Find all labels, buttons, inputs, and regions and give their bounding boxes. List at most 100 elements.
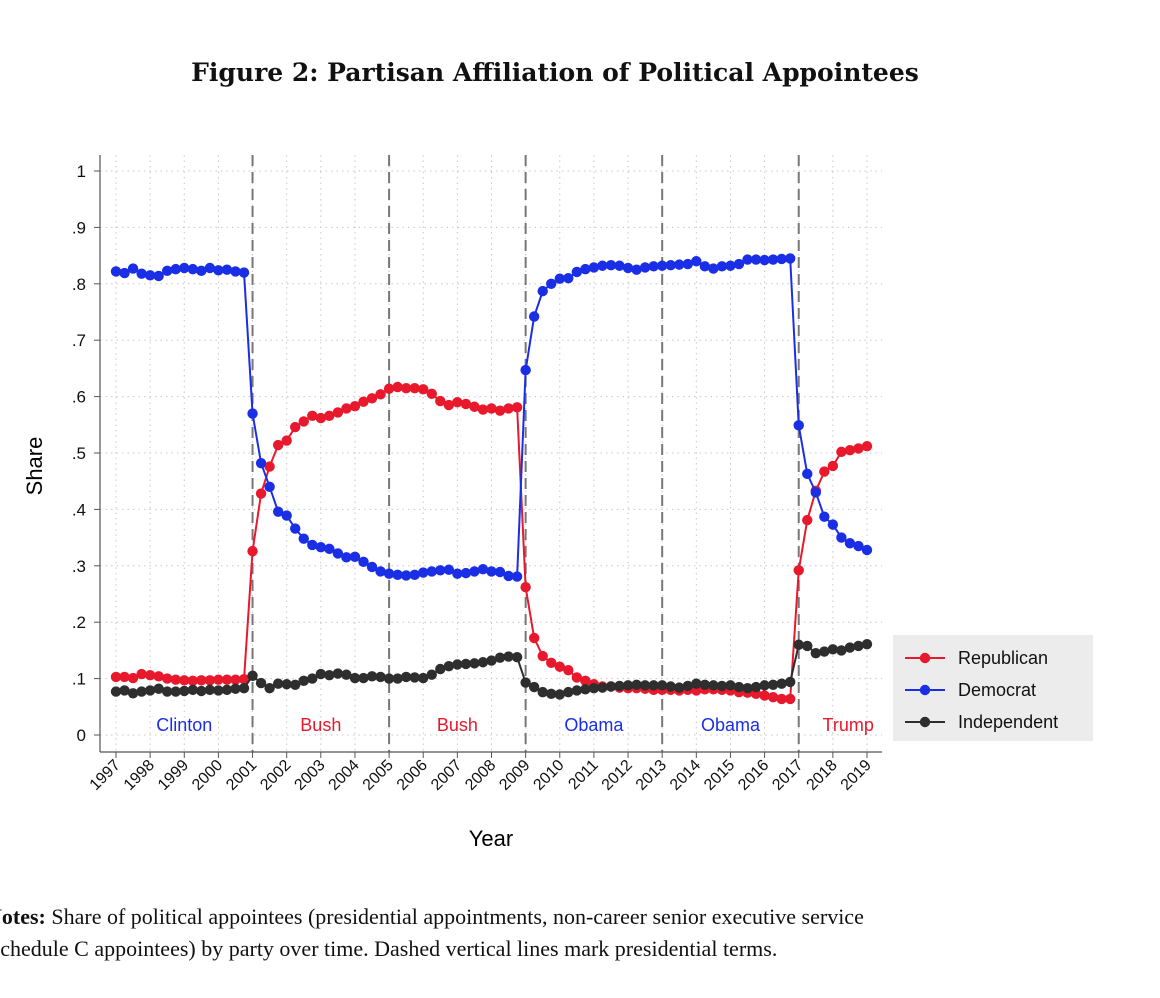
data-point-democrat xyxy=(691,256,702,267)
data-point-democrat xyxy=(699,261,711,272)
y-tick-label: .6 xyxy=(72,388,86,407)
data-point-independent xyxy=(511,651,523,663)
data-point-republican xyxy=(196,675,207,686)
data-point-democrat xyxy=(622,262,634,274)
data-point-democrat xyxy=(213,265,224,276)
data-point-republican xyxy=(110,671,122,683)
data-point-independent xyxy=(452,659,463,670)
data-point-independent xyxy=(716,680,728,692)
data-point-independent xyxy=(281,679,292,690)
data-point-democrat xyxy=(827,519,839,530)
data-point-independent xyxy=(324,670,335,681)
data-point-republican xyxy=(179,675,190,686)
data-point-independent xyxy=(349,672,361,684)
legend-marker-independent xyxy=(919,716,931,728)
data-point-democrat xyxy=(162,265,173,277)
data-point-democrat xyxy=(605,259,617,271)
data-point-democrat xyxy=(844,538,856,549)
data-point-democrat xyxy=(767,254,779,265)
data-point-republican xyxy=(784,693,796,705)
data-point-republican xyxy=(213,674,224,685)
data-point-democrat xyxy=(136,268,147,279)
data-point-independent xyxy=(546,688,557,700)
data-point-independent xyxy=(426,669,437,680)
term-label: Clinton xyxy=(156,715,212,735)
data-point-independent xyxy=(571,685,583,696)
data-point-democrat xyxy=(494,566,506,578)
y-tick-label: 1 xyxy=(77,162,86,181)
data-point-democrat xyxy=(170,263,181,275)
y-tick-label: .4 xyxy=(72,500,86,519)
data-point-independent xyxy=(776,678,787,689)
data-point-independent xyxy=(733,681,745,693)
data-point-republican xyxy=(144,670,156,681)
data-point-independent xyxy=(784,676,796,688)
data-point-democrat xyxy=(221,264,233,275)
data-point-independent xyxy=(366,671,378,682)
data-point-democrat xyxy=(511,571,523,582)
data-point-democrat xyxy=(179,262,190,274)
data-point-democrat xyxy=(682,258,693,270)
data-point-democrat xyxy=(358,556,369,568)
data-point-democrat xyxy=(759,254,770,266)
data-point-republican xyxy=(853,443,864,454)
data-point-democrat xyxy=(861,544,873,556)
data-point-republican xyxy=(836,446,847,458)
data-point-republican xyxy=(204,675,216,686)
term-label: Trump xyxy=(823,715,874,735)
x-tick-label: 1999 xyxy=(155,757,192,794)
data-point-democrat xyxy=(563,272,574,284)
data-point-independent xyxy=(400,671,412,683)
data-point-independent xyxy=(656,680,668,691)
x-tick-label: 2016 xyxy=(735,757,772,794)
legend: Republican Democrat Independent xyxy=(893,635,1093,741)
data-point-republican xyxy=(511,402,523,413)
y-tick-label: .1 xyxy=(72,670,86,689)
data-point-independent xyxy=(563,686,574,698)
data-point-independent xyxy=(255,677,267,689)
data-point-democrat xyxy=(776,253,787,265)
x-tick-label: 2003 xyxy=(291,757,328,794)
data-point-independent xyxy=(179,685,190,697)
term-lines: Clinton Bush Bush Obama Obama Trump xyxy=(156,155,874,752)
data-point-democrat xyxy=(290,523,301,534)
data-point-democrat xyxy=(281,510,292,521)
x-tick-label: 2007 xyxy=(428,757,465,794)
data-point-democrat xyxy=(392,569,403,581)
y-tick-label: 0 xyxy=(77,726,86,745)
chart-title: Figure 2: Partisan Affiliation of Politi… xyxy=(191,58,919,87)
x-tick-label: 2005 xyxy=(360,757,397,794)
x-axis-label: Year xyxy=(469,826,513,851)
data-point-republican xyxy=(452,397,463,408)
data-point-democrat xyxy=(571,266,583,278)
data-point-republican xyxy=(546,657,557,669)
series-independent xyxy=(110,638,873,700)
data-point-independent xyxy=(298,675,309,687)
data-point-independent xyxy=(119,685,130,696)
data-point-independent xyxy=(580,684,591,695)
legend-marker-democrat xyxy=(919,684,931,696)
data-point-republican xyxy=(409,382,420,394)
data-point-democrat xyxy=(819,511,830,522)
x-tick-label: 2001 xyxy=(223,757,260,794)
x-tick-label: 2019 xyxy=(838,757,875,794)
data-point-republican xyxy=(503,403,514,414)
data-point-republican xyxy=(187,675,199,687)
data-point-independent xyxy=(691,678,702,689)
data-point-independent xyxy=(443,660,455,672)
data-point-democrat xyxy=(546,278,557,289)
data-point-independent xyxy=(767,679,779,691)
data-point-republican xyxy=(349,400,361,412)
data-point-independent xyxy=(622,680,634,691)
data-point-independent xyxy=(725,680,736,691)
x-tick-label: 2014 xyxy=(667,757,704,794)
data-point-independent xyxy=(665,681,676,692)
data-point-democrat xyxy=(784,253,796,264)
y-axis-label: Share xyxy=(22,437,47,496)
data-point-republican xyxy=(400,382,412,394)
data-point-democrat xyxy=(119,267,130,279)
data-point-democrat xyxy=(725,260,736,271)
data-point-democrat xyxy=(537,285,548,297)
data-point-independent xyxy=(375,671,386,683)
data-point-democrat xyxy=(426,566,437,577)
